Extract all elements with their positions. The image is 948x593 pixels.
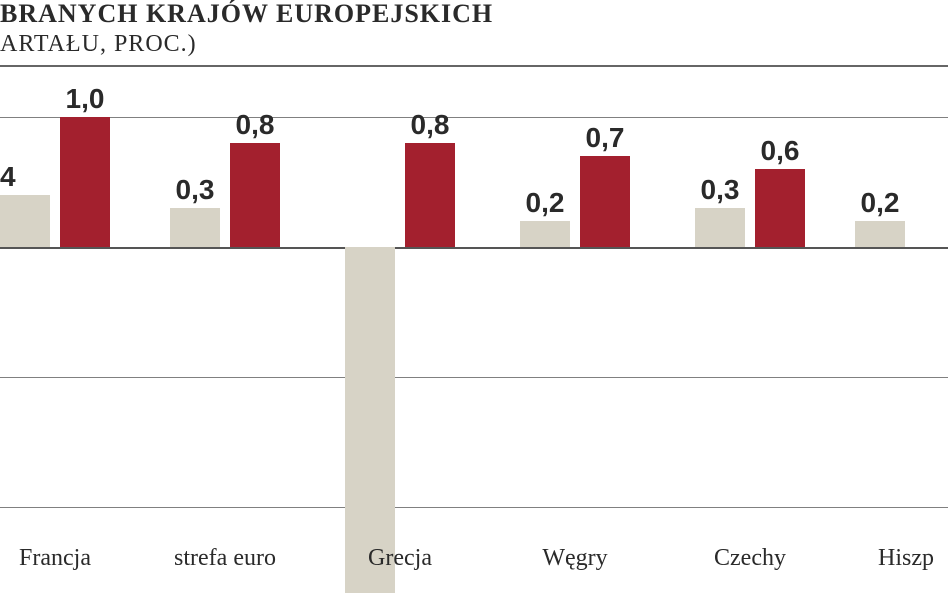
gridline [0,507,948,508]
bar-series-b [230,143,280,247]
category-label: Węgry [495,545,655,572]
bar-series-b [405,143,455,247]
chart-title-line1: BRANYCH KRAJÓW EUROPEJSKICH [0,0,948,29]
bar-label-series-a: 0,3 [690,174,750,206]
gridline [0,117,948,118]
gridline [0,377,948,378]
bar-label-series-a: 0,3 [165,174,225,206]
category-label: strefa euro [145,545,305,572]
bar-series-a [0,195,50,247]
chart-plot-area: 41,00,30,8-2,80,80,20,70,30,60,2 [0,67,948,507]
baseline [0,247,948,249]
bar-series-b [60,117,110,247]
category-label: Hiszp [878,545,948,572]
bar-series-a [520,221,570,247]
bar-label-series-b: 0,8 [395,109,465,141]
bar-label-series-b: 0,6 [745,135,815,167]
category-label: Grecja [320,545,480,572]
category-label: Francja [0,545,135,572]
bar-label-series-b: 0,8 [220,109,290,141]
bar-series-b [755,169,805,247]
bar-series-a [170,208,220,247]
bar-label-series-a: 0,2 [850,187,910,219]
bar-series-a [345,247,395,593]
bar-label-series-b: 0,7 [570,122,640,154]
chart-title-line2: ARTAŁU, PROC.) [0,31,948,57]
category-label: Czechy [670,545,830,572]
bar-series-a [695,208,745,247]
bar-series-a [855,221,905,247]
bar-label-series-a: 0,2 [515,187,575,219]
bar-label-series-b: 1,0 [50,83,120,115]
chart-container: 41,00,30,8-2,80,80,20,70,30,60,2 Francja… [0,65,948,585]
bar-series-b [580,156,630,247]
bar-label-series-a: 4 [0,161,60,193]
